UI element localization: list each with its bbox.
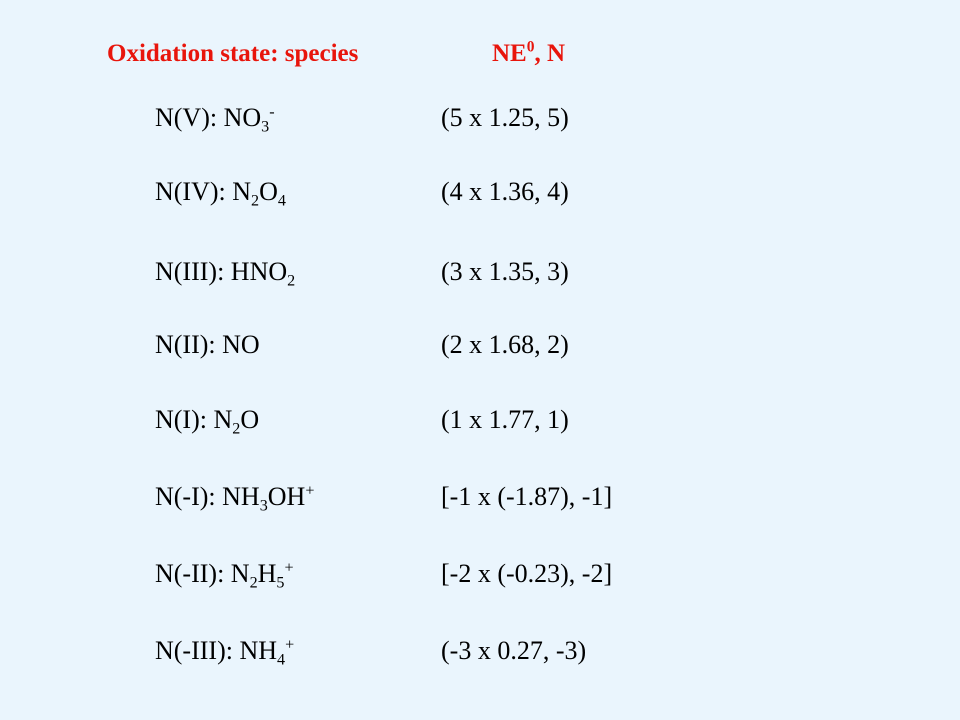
text-part: N(II): NO (155, 330, 260, 359)
value-cell: (1 x 1.77, 1) (441, 405, 569, 434)
text-part: N(-III): NH (155, 636, 278, 665)
supscript: 0 (526, 38, 535, 56)
species-cell: N(IV): N2O4 (155, 177, 286, 210)
species-cell: N(II): NO (155, 330, 260, 360)
text-part: NE (492, 40, 527, 67)
text-part: O (259, 177, 278, 206)
value-cell: [-2 x (-0.23), -2] (441, 559, 613, 588)
species-cell: N(-I): NH3OH+ (155, 482, 315, 515)
subscript: 2 (287, 272, 296, 290)
subscript: 3 (261, 118, 270, 136)
text-part: N(IV): N (155, 177, 252, 206)
subscript: 5 (276, 574, 285, 592)
species-cell: N(V): NO3- (155, 103, 275, 136)
subscript: 2 (251, 192, 260, 210)
subscript: 4 (277, 192, 286, 210)
text-part: H (257, 559, 277, 588)
value-cell: [-1 x (-1.87), -1] (441, 482, 613, 511)
species-cell: N(-III): NH4+ (155, 636, 295, 669)
value-cell: (-3 x 0.27, -3) (441, 636, 587, 665)
subscript: 2 (232, 420, 241, 438)
value-cell: (2 x 1.68, 2) (441, 330, 569, 359)
supscript: + (284, 559, 294, 577)
text-part: N(-I): NH (155, 482, 260, 511)
supscript: + (285, 636, 295, 654)
text-part: OH (267, 482, 306, 511)
value-cell: (4 x 1.36, 4) (441, 177, 569, 206)
species-cell: N(III): HNO2 (155, 257, 296, 290)
text-part: O (240, 405, 260, 434)
text-part: N(V): NO (155, 103, 262, 132)
subscript: 3 (259, 497, 268, 515)
value-cell: (3 x 1.35, 3) (441, 257, 569, 286)
species-cell: N(I): N2O (155, 405, 260, 438)
supscript: + (305, 482, 315, 500)
header-value: NE0, N (492, 38, 566, 68)
subscript: 4 (277, 651, 286, 669)
text-part: N(I): N (155, 405, 233, 434)
text-part: , N (534, 40, 566, 67)
text-part: N(-II): N (155, 559, 250, 588)
text-part: N(III): HNO (155, 257, 288, 286)
header-species: Oxidation state: species (107, 40, 359, 67)
value-cell: (5 x 1.25, 5) (441, 103, 569, 132)
supscript: - (269, 103, 275, 121)
species-cell: N(-II): N2H5+ (155, 559, 294, 592)
subscript: 2 (249, 574, 258, 592)
